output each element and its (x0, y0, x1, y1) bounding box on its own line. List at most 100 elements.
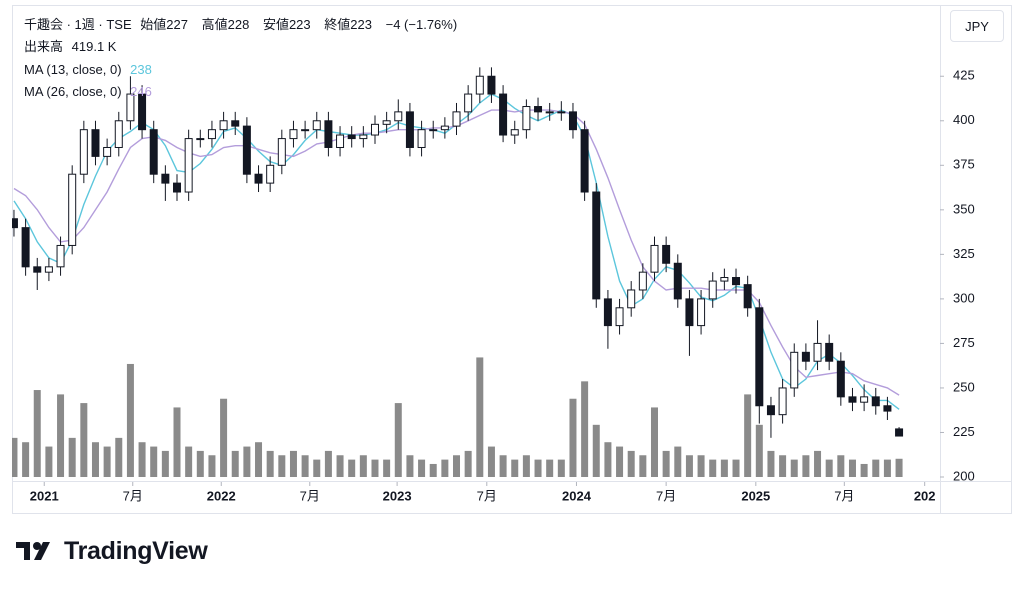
volume-bar (255, 442, 263, 477)
candle-body (685, 298, 694, 327)
y-tick-label: 400 (953, 112, 975, 127)
candle-body (743, 284, 752, 309)
candle-body (848, 396, 857, 403)
candle-body (836, 360, 845, 398)
candle-body (790, 351, 799, 389)
x-tick-label: 2022 (207, 488, 236, 503)
volume-bar (522, 455, 530, 477)
volume-bar (33, 390, 41, 477)
volume-bar (511, 459, 519, 477)
candle-body (336, 134, 345, 148)
volume-bar (45, 446, 53, 477)
candle-body (301, 129, 310, 132)
candle-body (405, 111, 414, 148)
volume-bar (499, 455, 507, 477)
candle-body (138, 93, 147, 131)
volume-bar (697, 455, 705, 477)
candle-body (266, 164, 275, 184)
candle-body (114, 120, 123, 148)
candle-body (56, 244, 65, 268)
chart-frame (12, 5, 1012, 514)
time-axis: 2021 7月 2022 7月 2023 7月 2024 7月 2025 7月 202 (30, 482, 936, 503)
volume-bar (825, 459, 833, 477)
moving-average (13, 109, 900, 396)
volume-bar (266, 450, 274, 477)
volume-bar (534, 459, 542, 477)
candle-body (359, 134, 368, 140)
candle-body (603, 298, 612, 327)
brand-name: TradingView (64, 537, 208, 565)
candle-body (580, 129, 589, 193)
x-tick-label: 202 (914, 488, 936, 503)
volume-bar (872, 459, 880, 477)
candle-body (231, 120, 240, 127)
volume-bar (406, 455, 414, 477)
volume-bar (68, 437, 76, 477)
volume-bar (627, 450, 635, 477)
candle-body (382, 120, 391, 125)
candle-body (592, 191, 601, 300)
volume-bar (814, 450, 822, 477)
ohlc-item: 始値227 (140, 17, 193, 32)
volume-bar (243, 446, 251, 477)
brand-logo: TradingView (16, 537, 208, 566)
candle-body (708, 280, 717, 300)
ohlc-value: 223 (350, 17, 372, 32)
volume-bar (150, 446, 158, 477)
candle-body (732, 277, 741, 286)
ma-name: MA (26, close, 0) (24, 84, 122, 99)
ohlc-value: 228 (227, 17, 250, 32)
volume-bar (860, 463, 868, 477)
ma-layer (13, 93, 900, 410)
ma-value: 246 (130, 84, 152, 99)
currency-button[interactable]: JPY (950, 10, 1004, 42)
volume-bar (196, 450, 204, 477)
candle-body (347, 134, 356, 140)
candle-body (557, 111, 566, 114)
volume-bar (744, 394, 752, 477)
candle-body (79, 129, 88, 175)
volume-bar (709, 459, 717, 477)
ma-name: MA (13, close, 0) (24, 62, 122, 77)
x-tick-label: 7月 (300, 488, 320, 503)
y-tick-label: 200 (953, 468, 975, 483)
volume-bar (103, 446, 111, 477)
candle-body (720, 277, 729, 282)
candle-body (324, 120, 333, 148)
candle-body (91, 129, 100, 157)
volume-layer (12, 357, 903, 477)
candle-body (673, 262, 682, 300)
volume-bar (278, 455, 286, 477)
x-tick-label: 7月 (123, 488, 143, 503)
candle-body (615, 307, 624, 327)
volume-bar (220, 398, 228, 477)
volume-bar (487, 446, 495, 477)
candle-body (33, 266, 42, 273)
candle-body (522, 106, 531, 131)
x-tick-label: 7月 (477, 488, 497, 503)
volume-bar (453, 455, 461, 477)
symbol-title: 千趣会 · 1週 · TSE (24, 17, 132, 32)
candle-body (196, 138, 205, 141)
candle-body (766, 405, 775, 416)
volume-bar (685, 455, 693, 477)
y-tick-label: 375 (953, 157, 975, 172)
ohlc-item: 高値228 (202, 17, 255, 32)
volume-bar (161, 450, 169, 477)
candle-body (464, 93, 473, 113)
volume-bar (779, 455, 787, 477)
volume-bar (569, 398, 577, 477)
y-tick-label: 325 (953, 246, 975, 261)
volume-bar (837, 455, 845, 477)
volume-bar (301, 455, 309, 477)
volume-bar (115, 437, 123, 477)
y-tick-label: 300 (953, 290, 975, 305)
volume-bar (848, 459, 856, 477)
y-tick-label: 250 (953, 379, 975, 394)
volume-bar (394, 403, 402, 477)
candle-body (895, 428, 904, 437)
candle-body (638, 271, 647, 291)
volume-bar (173, 407, 181, 477)
ohlc-item: 終値223 (324, 17, 377, 32)
